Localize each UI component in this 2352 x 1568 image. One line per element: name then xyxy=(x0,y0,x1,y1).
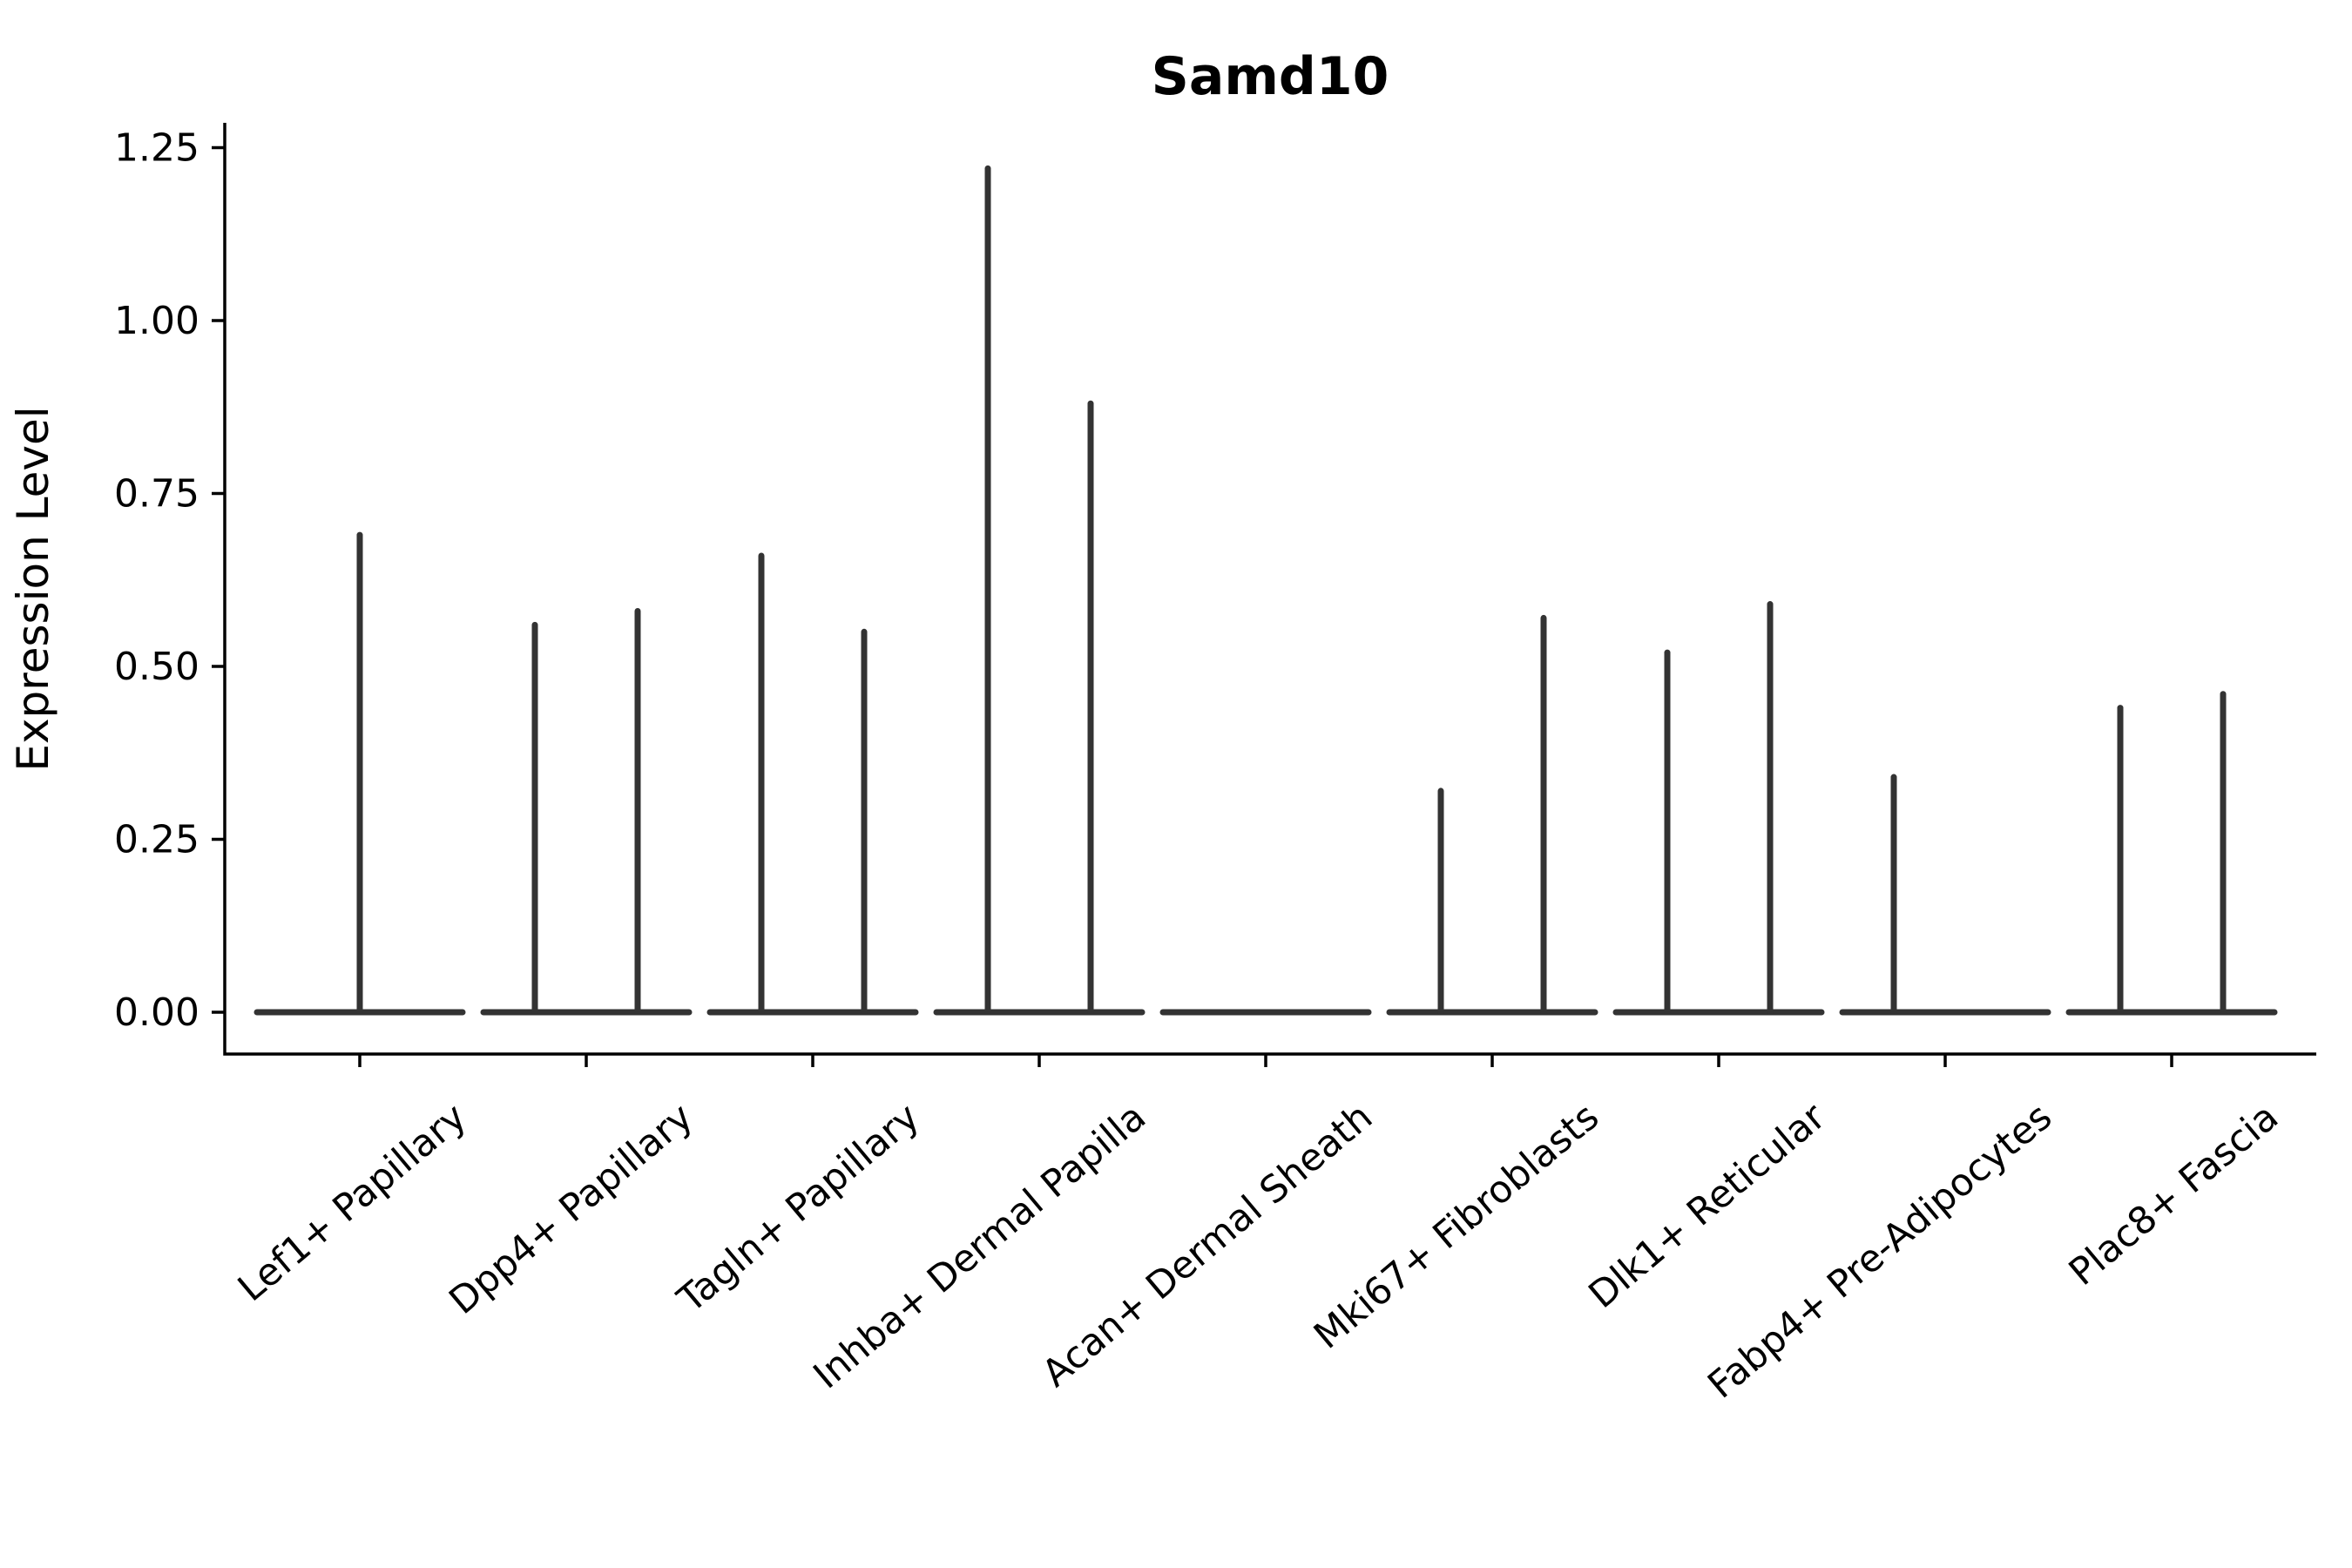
x-tick-label: Plac8+ Fascia xyxy=(2061,1095,2287,1294)
x-tick-label: Dpp4+ Papillary xyxy=(442,1095,702,1323)
y-tick-label: 0.00 xyxy=(114,990,199,1035)
x-tick-label: Tagln+ Papillary xyxy=(669,1095,928,1321)
y-tick-label: 0.75 xyxy=(114,472,199,517)
x-tick-label: Dlk1+ Reticular xyxy=(1581,1095,1835,1317)
y-tick-label: 0.25 xyxy=(114,818,199,862)
y-tick-label: 0.50 xyxy=(114,645,199,689)
chart-title: Samd10 xyxy=(1152,46,1389,107)
y-tick-label: 1.25 xyxy=(114,126,199,171)
violins xyxy=(253,165,2278,1016)
y-tick-label: 1.00 xyxy=(114,299,199,343)
y-axis-label: Expression Level xyxy=(8,406,58,771)
x-tick-label: Lef1+ Papillary xyxy=(230,1095,475,1310)
axis-spines xyxy=(223,123,2316,1056)
